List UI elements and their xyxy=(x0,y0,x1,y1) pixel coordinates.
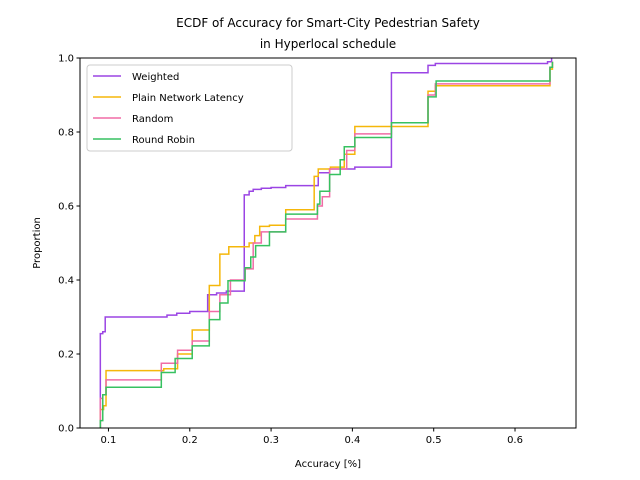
series-line-weighted xyxy=(99,58,553,428)
legend-label: Plain Network Latency xyxy=(132,93,244,104)
y-tick-label: 0.6 xyxy=(58,202,74,213)
x-tick-label: 0.5 xyxy=(426,435,442,446)
y-tick-label: 0.0 xyxy=(58,424,74,435)
legend-label: Weighted xyxy=(132,72,179,83)
legend-label: Random xyxy=(132,114,173,125)
y-tick-label: 0.8 xyxy=(58,128,74,139)
y-tick-label: 0.2 xyxy=(58,350,74,361)
x-axis-ticks: 0.1 0.2 0.3 0.4 0.5 0.6 xyxy=(101,428,523,446)
x-tick-label: 0.2 xyxy=(182,435,198,446)
x-axis-label: Accuracy [%] xyxy=(295,459,361,470)
legend: Weighted Plain Network Latency Random Round… xyxy=(86,64,293,152)
series-line-plain-network-latency xyxy=(99,61,554,428)
legend-box xyxy=(86,64,293,152)
x-tick-label: 0.1 xyxy=(101,435,117,446)
legend-label: Round Robin xyxy=(132,135,195,146)
y-tick-label: 1.0 xyxy=(58,54,74,65)
y-tick-label: 0.4 xyxy=(58,276,74,287)
x-tick-label: 0.4 xyxy=(344,435,360,446)
plot-frame xyxy=(79,57,577,429)
y-axis-ticks: 0.0 0.2 0.4 0.6 0.8 1.0 xyxy=(58,54,80,435)
chart-title: ECDF of Accuracy for Smart-City Pedestri… xyxy=(176,16,480,30)
x-tick-label: 0.6 xyxy=(507,435,523,446)
plot-lines xyxy=(99,58,554,428)
chart-subtitle: in Hyperlocal schedule xyxy=(260,37,396,51)
series-line-round-robin xyxy=(99,61,554,428)
y-axis-label: Proportion xyxy=(32,217,43,269)
x-tick-label: 0.3 xyxy=(263,435,279,446)
